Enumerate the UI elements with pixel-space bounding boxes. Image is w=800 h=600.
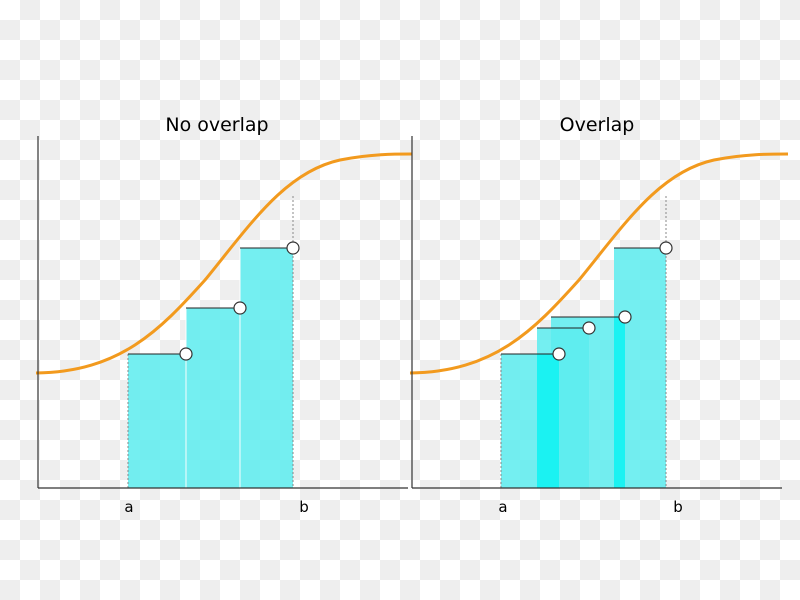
sample-point-marker <box>179 347 193 361</box>
panel-no-overlap: No overlap a b <box>35 114 413 516</box>
sample-point-marker <box>286 241 300 255</box>
bar-rectangle <box>240 248 293 488</box>
panel-overlap: Overlap a b <box>409 114 789 516</box>
sample-point-marker <box>552 347 566 361</box>
overlap-region <box>614 317 625 488</box>
sample-point-marker <box>618 310 632 324</box>
x-label-a: a <box>498 498 507 516</box>
bar-rectangle <box>551 317 625 488</box>
x-label-a: a <box>124 498 133 516</box>
function-curve <box>409 152 789 375</box>
panel-title-overlap: Overlap <box>560 114 635 136</box>
bars-no-overlap <box>128 248 293 488</box>
x-label-b: b <box>299 498 309 516</box>
bars-overlap <box>501 248 666 488</box>
sample-point-marker <box>659 241 673 255</box>
panel-title-no-overlap: No overlap <box>165 114 268 136</box>
overlap-region <box>537 354 559 488</box>
function-curve <box>35 152 413 375</box>
sample-point-marker <box>233 301 247 315</box>
x-label-b: b <box>673 498 683 516</box>
bar-rectangle <box>128 354 186 488</box>
sample-point-marker <box>582 321 596 335</box>
bar-rectangle <box>186 308 240 488</box>
